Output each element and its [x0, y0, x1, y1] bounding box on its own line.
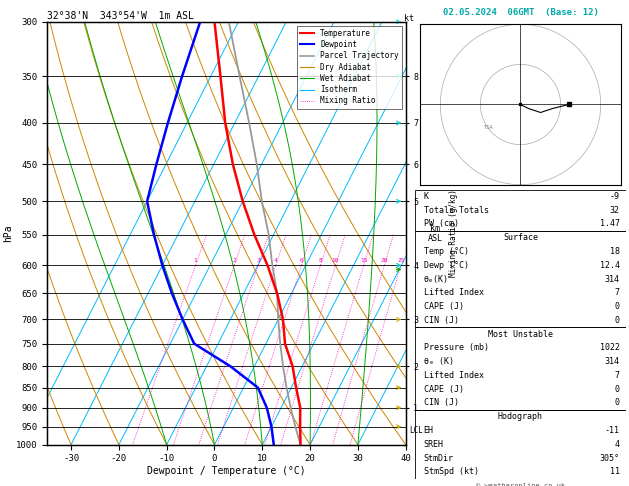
Bar — [415, 231, 626, 327]
Text: CIN (J): CIN (J) — [423, 399, 459, 407]
Text: LCL: LCL — [409, 426, 423, 435]
Text: Mixing Ratio (g/kg): Mixing Ratio (g/kg) — [448, 190, 458, 277]
Text: θₑ (K): θₑ (K) — [423, 357, 454, 366]
Text: 3: 3 — [257, 258, 260, 263]
Text: 314: 314 — [604, 357, 620, 366]
Text: Dewp (°C): Dewp (°C) — [423, 261, 469, 270]
Text: CIN (J): CIN (J) — [423, 316, 459, 325]
Text: Lifted Index: Lifted Index — [423, 288, 484, 297]
Text: 12.4: 12.4 — [599, 261, 620, 270]
Text: StmDir: StmDir — [423, 453, 454, 463]
Text: 2: 2 — [232, 258, 236, 263]
Text: 314: 314 — [604, 275, 620, 283]
Text: Surface: Surface — [503, 233, 538, 242]
Text: 02.05.2024  06GMT  (Base: 12): 02.05.2024 06GMT (Base: 12) — [443, 8, 598, 17]
Text: 4: 4 — [615, 440, 620, 449]
Text: 0: 0 — [615, 385, 620, 394]
Text: EH: EH — [423, 426, 433, 435]
Text: 1.47: 1.47 — [599, 220, 620, 228]
Text: 1022: 1022 — [599, 344, 620, 352]
Bar — [415, 410, 626, 479]
Text: PW (cm): PW (cm) — [423, 220, 459, 228]
Text: 4: 4 — [274, 258, 277, 263]
Text: -11: -11 — [604, 426, 620, 435]
Text: 7: 7 — [615, 288, 620, 297]
Text: CAPE (J): CAPE (J) — [423, 385, 464, 394]
Text: StmSpd (kt): StmSpd (kt) — [423, 468, 479, 476]
Y-axis label: hPa: hPa — [3, 225, 13, 242]
Text: TSA: TSA — [484, 124, 493, 130]
Bar — [415, 190, 626, 231]
Text: θₑ(K): θₑ(K) — [423, 275, 448, 283]
Text: 305°: 305° — [599, 453, 620, 463]
Text: 11: 11 — [610, 468, 620, 476]
Legend: Temperature, Dewpoint, Parcel Trajectory, Dry Adiabat, Wet Adiabat, Isotherm, Mi: Temperature, Dewpoint, Parcel Trajectory… — [298, 26, 402, 108]
Text: 32°38'N  343°54'W  1m ASL: 32°38'N 343°54'W 1m ASL — [47, 11, 194, 21]
Text: CAPE (J): CAPE (J) — [423, 302, 464, 311]
Bar — [415, 327, 626, 410]
Text: -9: -9 — [610, 192, 620, 201]
Y-axis label: km
ASL: km ASL — [428, 224, 443, 243]
Text: 15: 15 — [360, 258, 367, 263]
Text: kt: kt — [404, 14, 415, 23]
Text: 7: 7 — [615, 371, 620, 380]
Text: © weatheronline.co.uk: © weatheronline.co.uk — [476, 483, 565, 486]
Text: 20: 20 — [381, 258, 388, 263]
Text: Pressure (mb): Pressure (mb) — [423, 344, 489, 352]
Text: 10: 10 — [331, 258, 339, 263]
Text: Most Unstable: Most Unstable — [488, 330, 553, 339]
Text: Hodograph: Hodograph — [498, 412, 543, 421]
Text: 0: 0 — [615, 302, 620, 311]
Text: 1: 1 — [194, 258, 198, 263]
Text: 6: 6 — [299, 258, 303, 263]
Text: K: K — [423, 192, 428, 201]
Text: 18: 18 — [610, 247, 620, 256]
Text: 8: 8 — [318, 258, 322, 263]
Text: 25: 25 — [397, 258, 404, 263]
X-axis label: Dewpoint / Temperature (°C): Dewpoint / Temperature (°C) — [147, 466, 306, 476]
Text: 32: 32 — [610, 206, 620, 215]
Text: Temp (°C): Temp (°C) — [423, 247, 469, 256]
Text: SREH: SREH — [423, 440, 443, 449]
Text: Totals Totals: Totals Totals — [423, 206, 489, 215]
Text: 0: 0 — [615, 316, 620, 325]
Text: Lifted Index: Lifted Index — [423, 371, 484, 380]
Text: 0: 0 — [615, 399, 620, 407]
